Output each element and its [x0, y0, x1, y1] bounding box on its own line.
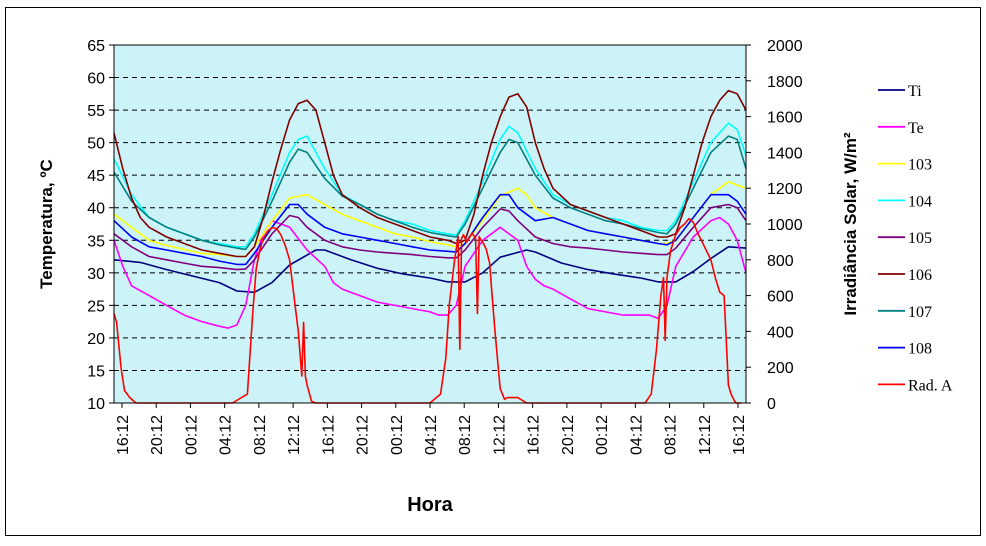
legend: Ti Te 103 104 105 106 107 108 Rad. A [878, 83, 953, 394]
y-tick-label: 55 [87, 103, 105, 120]
series-line-ti [113, 246, 747, 294]
x-tick-label: 00:12 [594, 415, 611, 455]
legend-label: Rad. A [908, 377, 953, 394]
y-tick-label: 45 [87, 168, 105, 185]
series-line-te [113, 216, 747, 329]
y2-tick-label: 400 [767, 324, 794, 341]
legend-label: 106 [908, 267, 932, 284]
chart: 10 15 20 25 30 35 40 45 50 55 60 65 0 200 400 600 800 10… [5, 7, 981, 536]
x-tick-label: 16:12 [731, 415, 748, 455]
x-tick-label: 08:12 [252, 415, 269, 455]
y2-tick-label: 1400 [767, 145, 803, 162]
series-line-108 [113, 193, 747, 266]
right-axis: 0 200 400 600 800 1000 1200 1400 1600 1800 2000 [746, 38, 803, 413]
series-line-rad-a [113, 217, 742, 404]
series-line-105 [113, 203, 747, 271]
x-tick-label: 08:12 [457, 415, 474, 455]
x-tick-label: 20:12 [355, 415, 372, 455]
y2-tick-label: 1800 [767, 74, 803, 91]
legend-label: 108 [908, 341, 932, 358]
series-layer [113, 89, 747, 404]
y-axis-title: Temperatura, ºC [37, 159, 56, 289]
series-line-104 [113, 122, 747, 248]
legend-label: 105 [908, 230, 932, 247]
y2-tick-label: 0 [767, 396, 776, 413]
y2-tick-label: 1600 [767, 110, 803, 127]
x-tick-label: 08:12 [663, 415, 680, 455]
legend-label: 104 [908, 193, 932, 210]
y-tick-label: 20 [87, 331, 105, 348]
x-tick-label: 00:12 [183, 415, 200, 455]
y2-tick-label: 1000 [767, 217, 803, 234]
x-tick-label: 16:12 [115, 415, 132, 455]
y-tick-label: 35 [87, 233, 105, 250]
y2-tick-label: 1200 [767, 181, 803, 198]
y-tick-label: 65 [87, 38, 105, 55]
legend-label: Te [908, 120, 924, 137]
y-tick-label: 50 [87, 136, 105, 153]
gridlines [114, 77, 746, 371]
y2-tick-label: 2000 [767, 38, 803, 55]
x-tick-label: 12:12 [286, 415, 303, 455]
y2-tick-label: 200 [767, 360, 794, 377]
legend-label: 107 [908, 304, 932, 321]
x-tick-label: 00:12 [389, 415, 406, 455]
x-tick-label: 20:12 [149, 415, 166, 455]
chart-frame: 10 15 20 25 30 35 40 45 50 55 60 65 0 200 400 600 800 10… [5, 7, 986, 546]
y-tick-label: 30 [87, 266, 105, 283]
x-tick-label: 04:12 [628, 415, 645, 455]
x-axis-title: Hora [407, 494, 453, 516]
y-tick-label: 40 [87, 201, 105, 218]
x-tick-label: 12:12 [697, 415, 714, 455]
x-axis: 16:12 20:12 00:12 04:12 08:12 12:12 16:12 20:12… [115, 403, 748, 455]
x-tick-label: 20:12 [560, 415, 577, 455]
plot-area [114, 45, 746, 403]
x-tick-label: 12:12 [491, 415, 508, 455]
y2-tick-label: 800 [767, 253, 794, 270]
x-tick-label: 16:12 [526, 415, 543, 455]
x-tick-label: 04:12 [218, 415, 235, 455]
y-tick-label: 10 [87, 396, 105, 413]
series-line-107 [113, 135, 747, 251]
legend-label: 103 [908, 157, 932, 174]
y2-axis-title: Irradiância Solar, W/m² [841, 132, 860, 316]
y-tick-label: 60 [87, 71, 105, 88]
y-tick-label: 15 [87, 363, 105, 380]
series-line-106 [113, 89, 747, 258]
x-tick-label: 04:12 [423, 415, 440, 455]
y-tick-label: 25 [87, 298, 105, 315]
left-axis: 10 15 20 25 30 35 40 45 50 55 60 65 [87, 38, 114, 413]
x-tick-label: 16:12 [320, 415, 337, 455]
legend-label: Ti [908, 83, 922, 100]
y2-tick-label: 600 [767, 289, 794, 306]
